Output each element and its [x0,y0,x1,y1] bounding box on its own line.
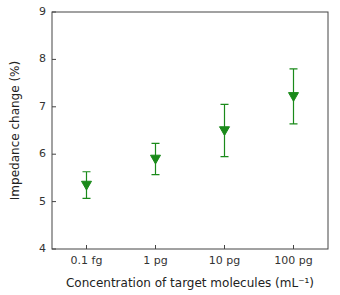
x-tick-label: 1 pg [143,254,167,267]
y-tick-label: 4 [39,242,46,255]
x-tick-label: 100 pg [274,254,312,267]
y-tick [52,154,56,155]
error-bar [83,172,91,199]
x-tick [155,245,156,249]
y-tick [52,106,56,107]
x-axis: 0.1 fg 1 pg 10 pg 100 pg [71,245,313,267]
chart: 4 5 6 7 8 9 0.1 fg 1 pg 10 pg 100 pg Concentration… [0,0,340,295]
y-axis: 4 5 6 7 8 9 [39,5,56,255]
data-points [82,69,299,198]
point [151,155,161,164]
y-tick-label: 6 [39,147,46,160]
chart-container: 4 5 6 7 8 9 0.1 fg 1 pg 10 pg 100 pg Concentration… [0,0,340,295]
y-tick [52,59,56,60]
error-bar [221,104,229,156]
y-tick-label: 7 [39,100,46,113]
x-tick [86,245,87,249]
point [289,93,299,102]
point [220,127,230,136]
error-bar [290,69,298,124]
x-tick [293,245,294,249]
y-tick-label: 9 [39,5,46,18]
x-tick [224,245,225,249]
point [82,181,92,190]
y-tick [52,12,56,13]
y-axis-label: Impedance change (%) [8,61,22,200]
x-tick-label: 10 pg [209,254,240,267]
plot-frame [52,12,328,249]
x-axis-label: Concentration of target molecules (mL⁻¹) [66,276,314,290]
y-tick-label: 5 [39,195,46,208]
y-tick [52,249,56,250]
y-tick [52,201,56,202]
y-tick-label: 8 [39,52,46,65]
x-tick-label: 0.1 fg [71,254,103,267]
error-bar [152,143,160,174]
